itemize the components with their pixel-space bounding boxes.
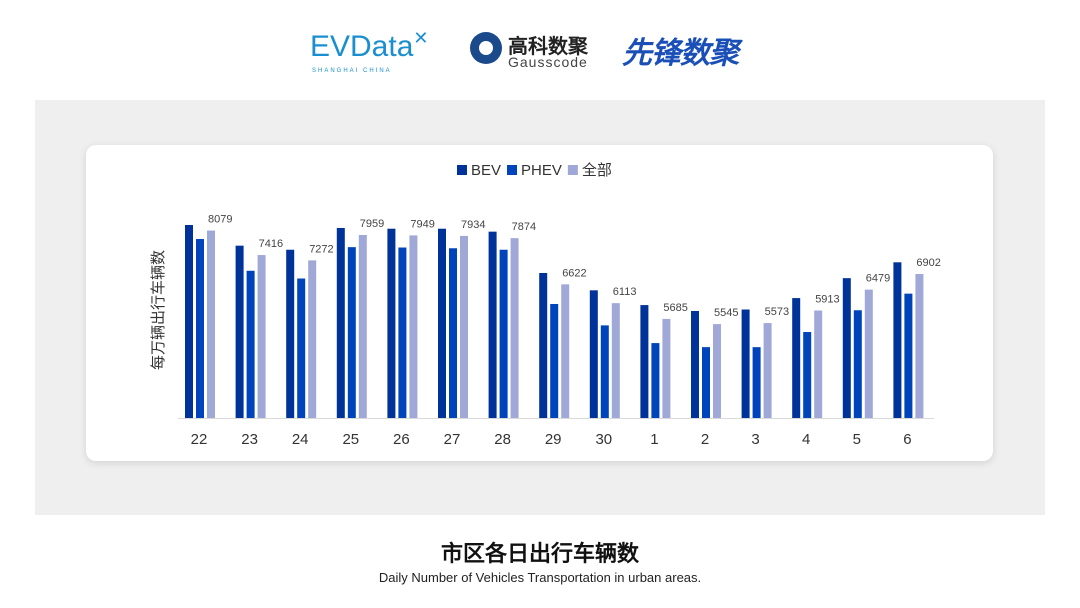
data-label: 6113 [613, 286, 637, 298]
bar-BEV-22 [185, 225, 193, 418]
data-label: 7959 [360, 218, 384, 230]
bar-全部-25 [358, 235, 367, 418]
data-label: 8079 [208, 214, 232, 226]
bar-BEV-4 [792, 298, 801, 418]
bar-PHEV-30 [600, 325, 609, 418]
bar-BEV-27 [438, 228, 446, 418]
bar-PHEV-26 [398, 247, 407, 418]
bar-全部-30 [611, 303, 620, 418]
legend-entry: 全部 [582, 161, 612, 179]
logo-bar: EVData✕ SHANGHAI CHINA 高科数聚 Gausscode 先锋数… [310, 28, 739, 74]
bar-PHEV-29 [550, 303, 559, 418]
x-tick-label: 30 [595, 431, 612, 448]
x-tick-label: 3 [751, 431, 759, 448]
x-tick-label: 22 [191, 431, 208, 448]
x-tick-label: 29 [545, 431, 562, 448]
data-label: 7949 [410, 218, 434, 230]
x-tick-label: 23 [241, 431, 258, 448]
data-label: 7416 [259, 238, 283, 250]
bar-BEV-24 [286, 249, 295, 418]
x-tick-label: 4 [802, 431, 810, 448]
legend-entry: BEV [471, 162, 501, 179]
x-tick-label: 28 [494, 431, 511, 448]
data-label: 5545 [714, 307, 738, 319]
y-axis-label: 每万辆出行车辆数 [149, 250, 167, 370]
data-label: 7272 [309, 243, 333, 255]
x-tick-label: 1 [650, 431, 658, 448]
page-subtitle: Daily Number of Vehicles Transportation … [378, 570, 702, 585]
bar-PHEV-2 [702, 347, 710, 418]
bar-PHEV-1 [651, 343, 660, 418]
bar-全部-26 [409, 235, 418, 418]
bar-全部-6 [915, 274, 924, 418]
bar-PHEV-6 [904, 293, 913, 418]
bar-BEV-26 [387, 228, 396, 418]
bar-全部-2 [713, 324, 721, 418]
legend-swatch [507, 165, 518, 175]
bar-PHEV-25 [347, 247, 356, 418]
data-label: 7934 [461, 219, 485, 231]
bar-BEV-25 [336, 227, 345, 418]
x-tick-label: 6 [903, 431, 911, 448]
data-label: 5685 [663, 302, 687, 314]
bar-BEV-6 [893, 262, 902, 418]
data-label: 6902 [916, 257, 940, 269]
bar-全部-22 [207, 230, 215, 418]
bar-全部-24 [308, 260, 317, 418]
bar-PHEV-28 [499, 249, 508, 418]
data-label: 6622 [562, 267, 586, 279]
bar-全部-28 [510, 238, 519, 418]
bar-全部-3 [763, 323, 772, 418]
data-label: 7874 [512, 221, 536, 233]
gausscode-mark-icon [470, 32, 502, 64]
legend-swatch [457, 165, 467, 175]
bar-BEV-1 [640, 305, 649, 418]
x-tick-label: 27 [444, 431, 461, 448]
data-label: 5573 [765, 306, 789, 318]
x-tick-label: 5 [853, 431, 861, 448]
bar-PHEV-24 [297, 278, 306, 418]
bar-全部-29 [561, 284, 570, 418]
xianfeng-logo: 先锋数聚 [622, 37, 739, 70]
bar-BEV-3 [741, 309, 750, 418]
bar-全部-27 [460, 235, 468, 418]
bar-PHEV-3 [752, 347, 761, 418]
bar-BEV-28 [488, 231, 497, 418]
data-label: 6479 [866, 273, 890, 285]
legend: BEV PHEV 全部 [457, 161, 612, 179]
x-tick-label: 2 [701, 431, 709, 448]
legend-swatch [567, 165, 578, 175]
bar-PHEV-4 [803, 332, 812, 418]
x-tick-label: 25 [342, 431, 359, 448]
bar-PHEV-22 [196, 239, 204, 418]
x-tick-label: 26 [393, 431, 410, 448]
page-title: 市区各日出行车辆数 [440, 541, 639, 566]
bar-PHEV-5 [853, 310, 862, 418]
bar-全部-23 [257, 255, 266, 418]
bar-PHEV-27 [449, 248, 457, 418]
bar-BEV-5 [842, 278, 851, 418]
bar-全部-1 [662, 318, 671, 418]
legend-entry: PHEV [521, 162, 562, 179]
bar-BEV-30 [589, 290, 598, 418]
bar-BEV-23 [235, 245, 244, 418]
data-label: 5913 [815, 294, 839, 306]
bar-PHEV-23 [246, 270, 255, 418]
bar-全部-5 [864, 289, 873, 418]
bar-全部-4 [814, 310, 823, 418]
bar-BEV-2 [691, 310, 699, 418]
bar-BEV-29 [539, 272, 548, 418]
x-tick-label: 24 [292, 431, 309, 448]
evdata-logo: EVData✕ SHANGHAI CHINA [310, 28, 429, 74]
